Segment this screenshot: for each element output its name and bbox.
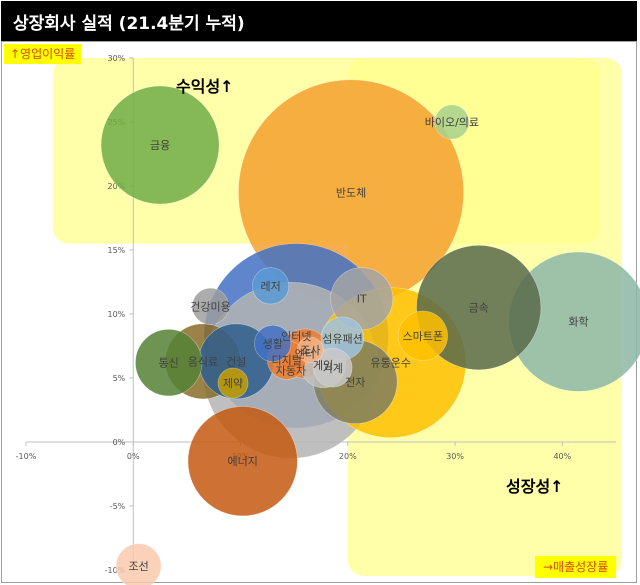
bubble-label: 에너지 xyxy=(228,455,258,468)
bubble-label: 전자 xyxy=(345,376,365,389)
x-tick-label: 40% xyxy=(553,452,571,461)
bubble xyxy=(187,406,298,517)
x-tick-label: -10% xyxy=(16,452,37,461)
bubble-label: 금속 xyxy=(469,302,489,315)
bubble xyxy=(313,348,353,388)
bubble xyxy=(254,324,292,362)
bubble xyxy=(191,287,230,325)
bubble xyxy=(434,104,470,140)
bubble xyxy=(416,245,542,371)
bubble-label: 디지털 xyxy=(271,354,301,367)
bubble xyxy=(252,267,290,305)
title-bar: 상장회사 실적 (21.4분기 누적) xyxy=(1,1,637,41)
profitability-annotation: 수익성↑ xyxy=(176,77,234,96)
x-tick-label: 20% xyxy=(339,452,357,461)
bubble-label: 인터넷 xyxy=(281,330,311,343)
bubble-label: 바이오/의료 xyxy=(425,116,479,129)
bubble-label: 유통운수 xyxy=(370,357,410,370)
bubble-label: 건강미용 xyxy=(190,300,230,313)
bubble-label: 엔터 xyxy=(295,348,315,361)
bubble-label: 스마트폰 xyxy=(403,330,443,343)
x-axis-label: →매출성장률 xyxy=(535,556,617,578)
y-tick-label: 20% xyxy=(107,182,125,191)
bubble-label: 화학 xyxy=(568,316,588,329)
y-tick-label: 10% xyxy=(107,310,125,319)
bubble-label: IT xyxy=(357,293,367,306)
bubble-label: 반도체 xyxy=(336,186,366,199)
y-axis-label: ↑영업이익률 xyxy=(4,44,82,64)
bubble-label: 게임 xyxy=(313,359,333,372)
bubble-label: 금융 xyxy=(150,139,170,152)
bubble-label: 통신 xyxy=(159,357,179,370)
y-tick-label: 5% xyxy=(113,374,126,383)
y-tick-label: 30% xyxy=(107,54,125,63)
bubble-label: 조선 xyxy=(129,560,149,573)
bubble-label: 제약 xyxy=(223,376,243,390)
bubble-label: 조사 xyxy=(300,344,320,357)
growth-annotation: 성장성↑ xyxy=(506,477,564,496)
bubble-label: 자동차 xyxy=(276,364,306,377)
bubble xyxy=(397,310,448,361)
bubble-label: 건설 xyxy=(226,355,246,368)
y-tick-label: 15% xyxy=(107,246,125,255)
bubble xyxy=(217,367,249,399)
bubble xyxy=(297,336,324,364)
x-tick-label: 0% xyxy=(127,452,140,461)
x-tick-label: 30% xyxy=(446,452,464,461)
bubble-label: 생활 xyxy=(263,336,283,350)
y-tick-label: -10% xyxy=(105,566,126,575)
bubble-label: 음식료 xyxy=(188,355,218,368)
y-tick-label: 0% xyxy=(113,438,126,447)
bubble xyxy=(115,543,162,585)
bubble-label: 섬유패션 xyxy=(322,332,362,345)
bubble xyxy=(135,329,203,397)
y-tick-label: -5% xyxy=(110,502,126,511)
page-title: 상장회사 실적 (21.4분기 누적) xyxy=(13,13,245,34)
bubble xyxy=(100,85,220,205)
bubble-label: 기계 xyxy=(323,362,343,375)
bubble-label: 레저 xyxy=(260,280,280,293)
